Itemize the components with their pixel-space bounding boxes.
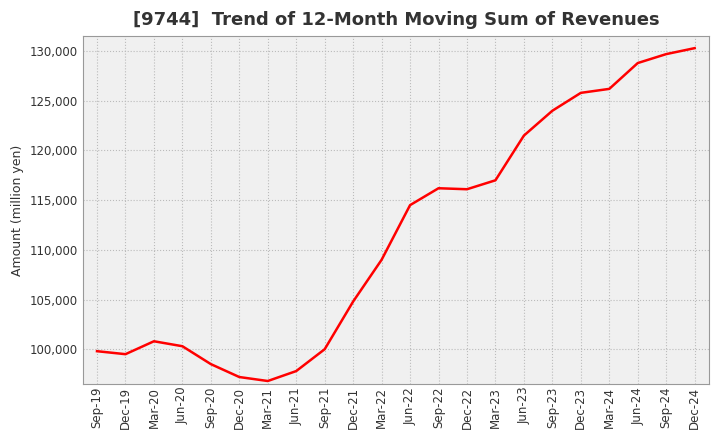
Y-axis label: Amount (million yen): Amount (million yen) [11,144,24,276]
Title: [9744]  Trend of 12-Month Moving Sum of Revenues: [9744] Trend of 12-Month Moving Sum of R… [132,11,659,29]
